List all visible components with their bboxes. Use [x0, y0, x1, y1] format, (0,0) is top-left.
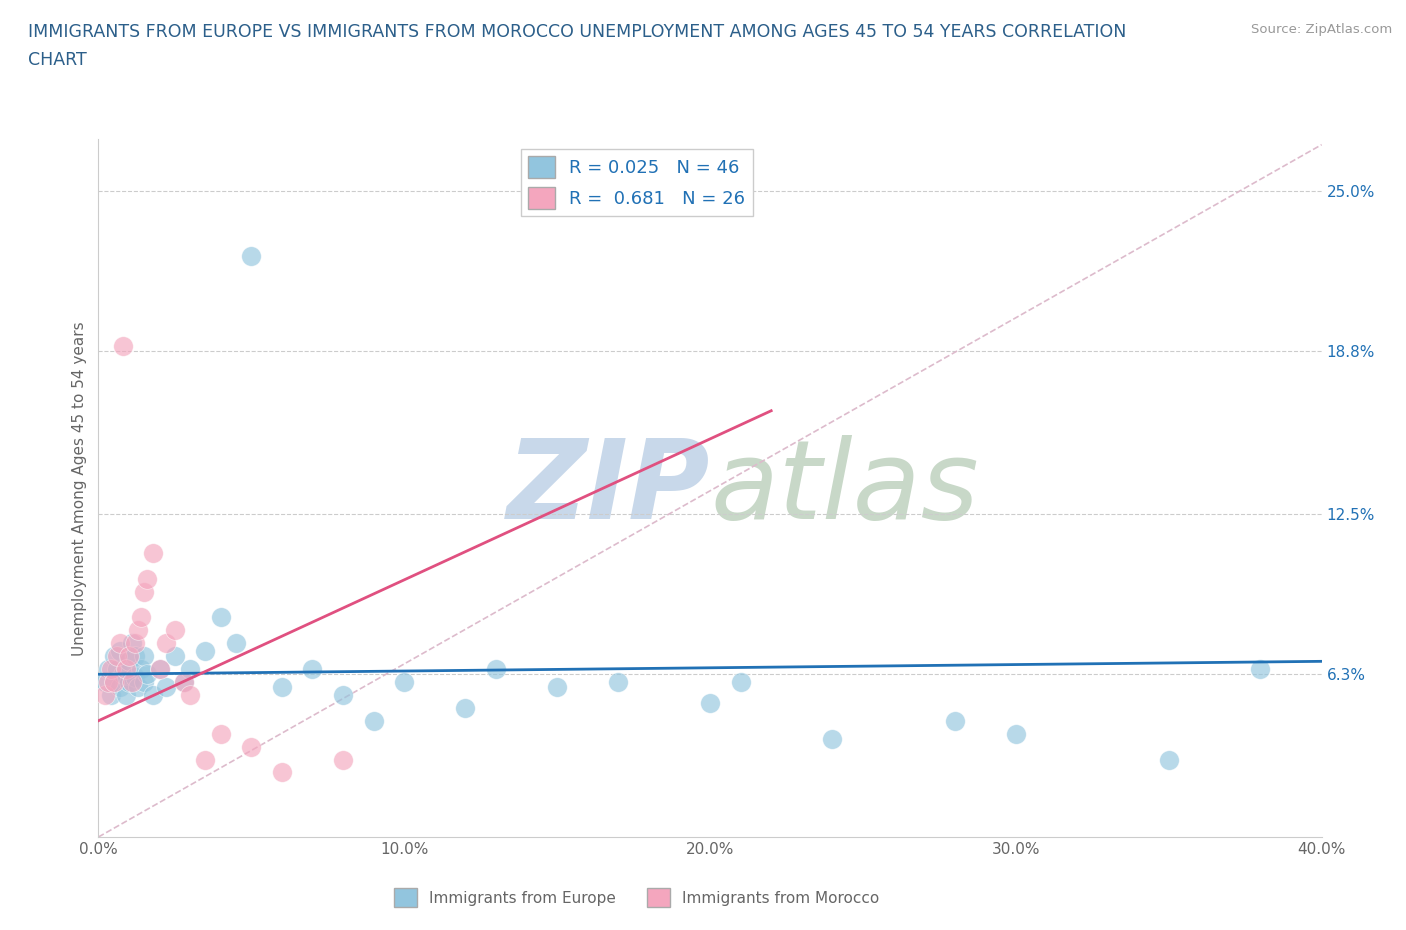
Legend: Immigrants from Europe, Immigrants from Morocco: Immigrants from Europe, Immigrants from …: [388, 883, 886, 913]
Point: [332, 687, 354, 702]
Point: [124, 649, 146, 664]
Point: [155, 680, 177, 695]
Point: [485, 661, 508, 676]
Point: [136, 667, 159, 682]
Point: [129, 661, 152, 676]
Y-axis label: Unemployment Among Ages 45 to 54 years: Unemployment Among Ages 45 to 54 years: [72, 321, 87, 656]
Point: [1157, 752, 1180, 767]
Point: [127, 680, 149, 695]
Point: [454, 700, 477, 715]
Text: IMMIGRANTS FROM EUROPE VS IMMIGRANTS FROM MOROCCO UNEMPLOYMENT AMONG AGES 45 TO : IMMIGRANTS FROM EUROPE VS IMMIGRANTS FRO…: [28, 23, 1126, 41]
Point: [129, 610, 152, 625]
Point: [163, 623, 186, 638]
Point: [118, 649, 141, 664]
Point: [194, 752, 217, 767]
Point: [115, 687, 138, 702]
Point: [179, 687, 201, 702]
Point: [142, 687, 165, 702]
Text: CHART: CHART: [28, 51, 87, 69]
Point: [179, 661, 201, 676]
Text: Source: ZipAtlas.com: Source: ZipAtlas.com: [1251, 23, 1392, 36]
Point: [730, 674, 752, 689]
Point: [699, 696, 721, 711]
Point: [270, 765, 292, 780]
Point: [943, 713, 966, 728]
Point: [209, 726, 232, 741]
Point: [121, 636, 143, 651]
Point: [97, 661, 120, 676]
Point: [103, 674, 125, 689]
Point: [240, 739, 263, 754]
Point: [1004, 726, 1026, 741]
Text: atlas: atlas: [710, 434, 979, 542]
Point: [100, 661, 122, 676]
Point: [149, 661, 172, 676]
Point: [149, 661, 172, 676]
Point: [103, 674, 125, 689]
Point: [105, 661, 128, 676]
Point: [546, 680, 568, 695]
Point: [194, 644, 217, 658]
Point: [155, 636, 177, 651]
Text: ZIP: ZIP: [506, 434, 710, 542]
Point: [121, 674, 143, 689]
Point: [108, 636, 131, 651]
Point: [118, 654, 141, 669]
Point: [108, 680, 131, 695]
Point: [607, 674, 630, 689]
Point: [100, 687, 122, 702]
Point: [97, 674, 120, 689]
Point: [225, 636, 247, 651]
Point: [240, 248, 263, 263]
Point: [134, 584, 156, 599]
Point: [105, 649, 128, 664]
Point: [111, 339, 134, 353]
Point: [332, 752, 354, 767]
Point: [363, 713, 385, 728]
Point: [108, 644, 131, 658]
Point: [111, 667, 134, 682]
Point: [392, 674, 416, 689]
Point: [163, 649, 186, 664]
Point: [173, 674, 195, 689]
Point: [124, 670, 146, 684]
Point: [103, 649, 125, 664]
Point: [115, 661, 138, 676]
Point: [93, 687, 115, 702]
Point: [134, 674, 156, 689]
Point: [136, 571, 159, 586]
Point: [173, 674, 195, 689]
Point: [118, 674, 141, 689]
Point: [209, 610, 232, 625]
Point: [301, 661, 323, 676]
Point: [127, 623, 149, 638]
Point: [134, 649, 156, 664]
Point: [93, 674, 115, 689]
Point: [270, 680, 292, 695]
Point: [821, 731, 844, 746]
Point: [1249, 661, 1271, 676]
Point: [124, 636, 146, 651]
Point: [142, 545, 165, 560]
